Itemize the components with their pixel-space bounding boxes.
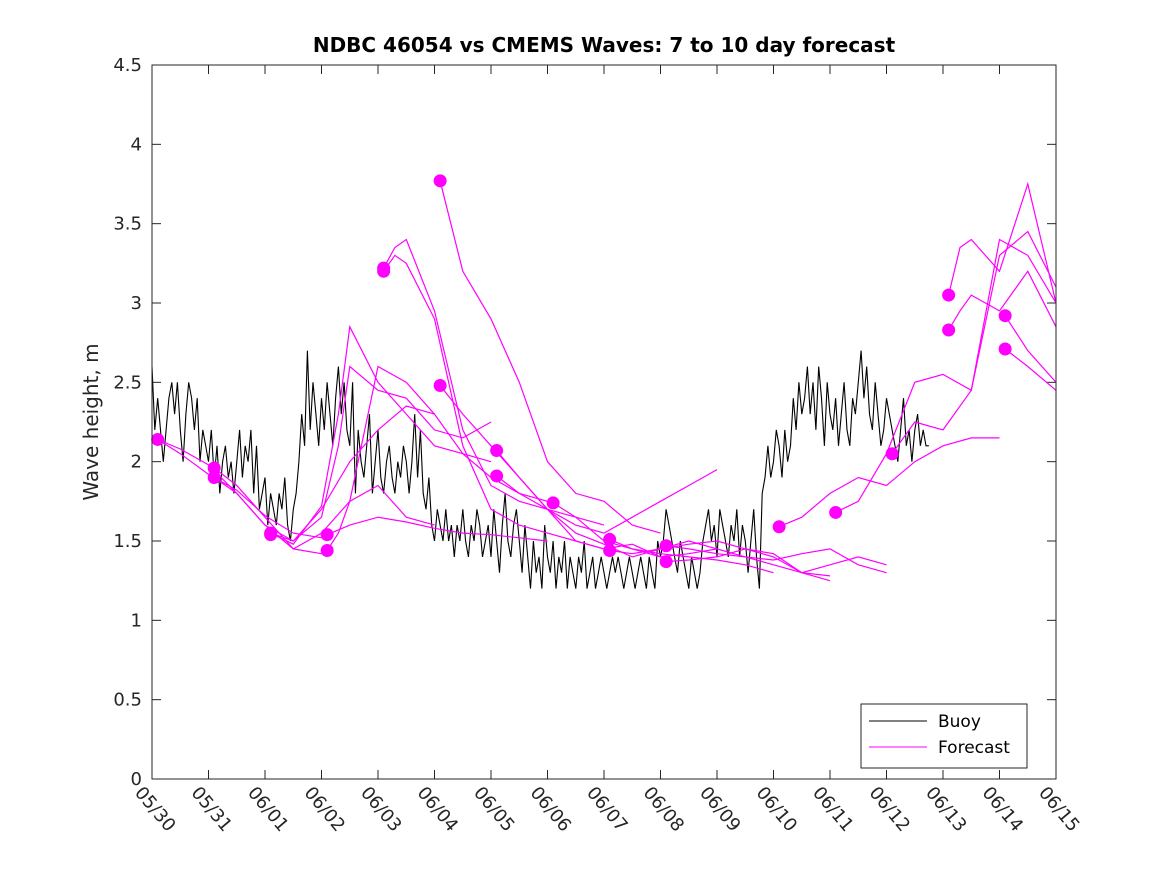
- forecast-line-17: [609, 540, 831, 582]
- forecast-marker-1: [151, 432, 165, 446]
- y-tick-label: 2: [131, 452, 142, 473]
- y-tick-label: 0: [131, 769, 142, 790]
- forecast-line-10: [383, 254, 605, 550]
- legend: Buoy Forecast: [860, 703, 1028, 769]
- forecast-marker-16: [603, 544, 617, 558]
- legend-forecast-label: Forecast: [938, 738, 1010, 758]
- forecast-marker-11: [433, 379, 447, 393]
- forecast-line-5: [270, 324, 492, 545]
- forecast-line-22: [891, 230, 1057, 455]
- y-tick-label: 2.5: [113, 372, 142, 393]
- forecast-marker-5: [264, 528, 278, 542]
- buoy-series: [151, 350, 929, 589]
- y-tick-label: 3: [131, 293, 142, 314]
- forecast-marker-3: [207, 471, 221, 485]
- legend-box: [860, 703, 1028, 769]
- forecast-line-1: [157, 438, 322, 539]
- buoy-line: [151, 350, 929, 589]
- forecast-marker-2: [207, 461, 221, 475]
- legend-buoy-label: Buoy: [938, 712, 981, 732]
- forecast-marker-15: [603, 532, 617, 546]
- forecast-line-13: [496, 450, 718, 558]
- y-tick-label: 0.5: [113, 690, 142, 711]
- forecast-line-25: [1004, 315, 1057, 383]
- forecast-marker-19: [772, 520, 786, 534]
- forecast-marker-9: [377, 264, 391, 278]
- y-tick-label: 3.5: [113, 214, 142, 235]
- forecast-markers: [151, 174, 1012, 569]
- y-tick-label: 1.5: [113, 531, 142, 552]
- forecast-line-15: [552, 502, 774, 574]
- forecast-line-19: [666, 548, 887, 574]
- y-tick-label: 4: [131, 134, 142, 155]
- y-axis-label: Wave height, m: [79, 343, 103, 500]
- forecast-marker-6: [320, 528, 334, 542]
- forecast-marker-7: [320, 544, 334, 558]
- forecast-marker-22: [942, 288, 956, 302]
- forecast-line-24: [948, 270, 1057, 331]
- forecast-line-23: [948, 181, 1057, 304]
- forecast-line-7: [326, 365, 548, 551]
- axes-frame: [151, 64, 1057, 780]
- forecast-marker-23: [942, 323, 956, 337]
- forecast-marker-10: [433, 174, 447, 188]
- axes-background: [152, 65, 1056, 779]
- forecast-line-11: [439, 180, 661, 534]
- forecast-marker-14: [546, 496, 560, 510]
- forecast-line-26: [1004, 348, 1057, 391]
- forecast-line-4: [213, 405, 435, 542]
- forecast-line-9: [383, 238, 605, 526]
- forecast-marker-20: [829, 505, 843, 519]
- forecast-marker-25: [998, 342, 1012, 356]
- forecast-marker-21: [885, 447, 899, 461]
- forecast-line-8: [326, 516, 548, 542]
- forecast-marker-24: [998, 309, 1012, 323]
- forecast-marker-18: [659, 555, 673, 569]
- chart-title: NDBC 46054 vs CMEMS Waves: 7 to 10 day f…: [313, 33, 896, 57]
- forecast-line-20: [778, 437, 1000, 528]
- forecast-line-21: [835, 238, 1057, 513]
- forecast-marker-13: [490, 469, 504, 483]
- forecast-line-14: [496, 469, 718, 534]
- forecast-series-group: [157, 180, 1057, 582]
- y-tick-label: 1: [131, 610, 142, 631]
- y-tick-label: 4.5: [113, 55, 142, 76]
- forecast-marker-12: [490, 444, 504, 458]
- forecast-marker-17: [659, 539, 673, 553]
